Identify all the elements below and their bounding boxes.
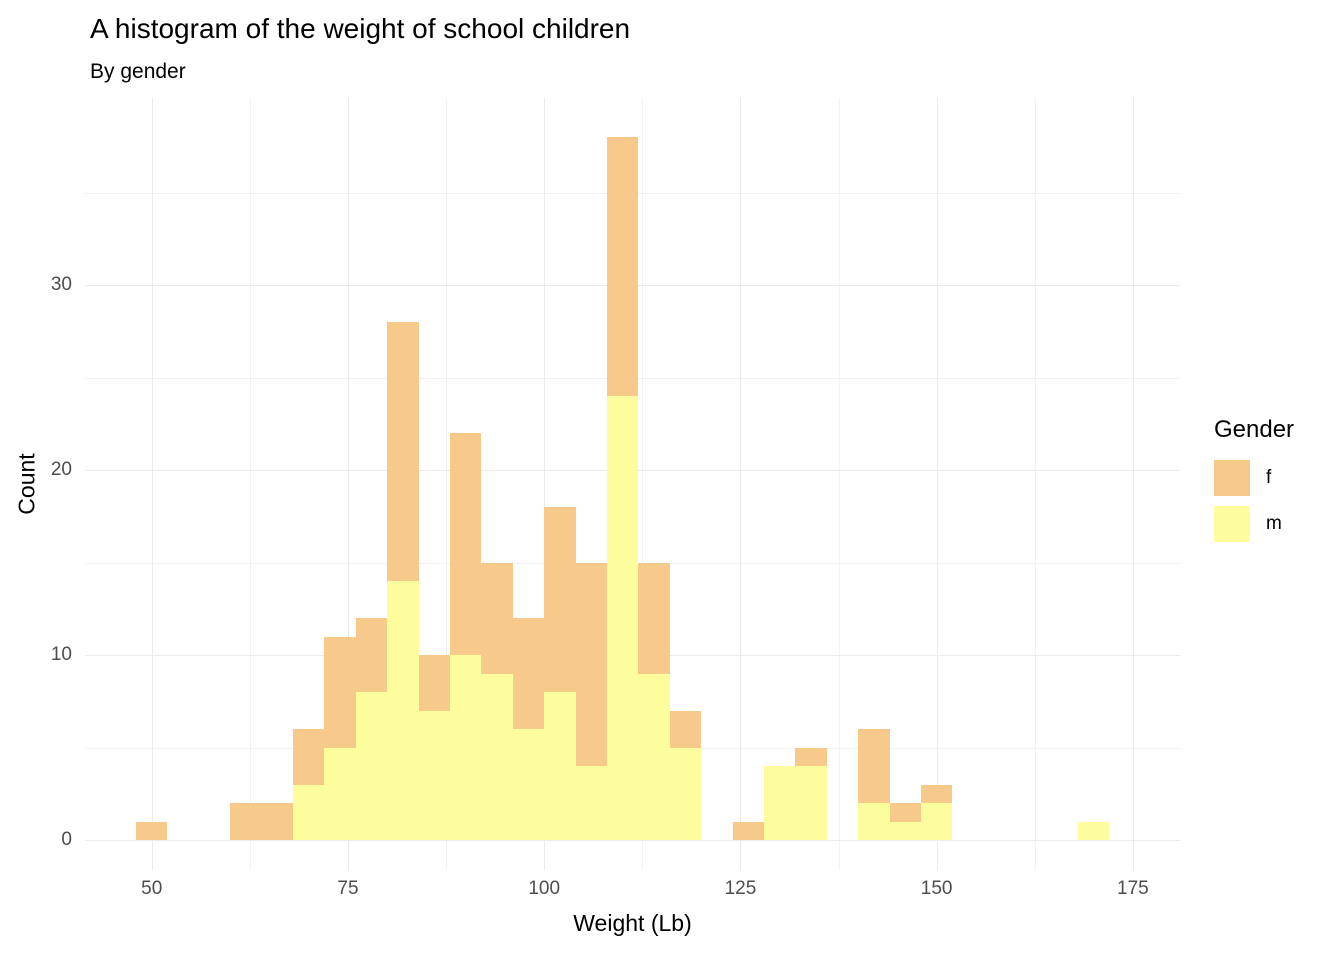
histogram-bar-f: [732, 821, 764, 840]
legend-label: m: [1266, 513, 1282, 534]
histogram-bar-m: [669, 747, 702, 840]
histogram-bar-f: [355, 618, 388, 692]
histogram-bar-m: [512, 729, 545, 840]
histogram-bar-m: [763, 766, 796, 840]
gridline-x-major: [347, 98, 349, 870]
histogram-bar-f: [293, 729, 325, 785]
histogram-bar-f: [136, 821, 168, 840]
histogram-bar-m: [544, 692, 576, 840]
x-tick-label: 175: [1117, 878, 1149, 899]
histogram-bar-f: [669, 710, 702, 748]
y-tick-label: 10: [50, 644, 72, 665]
gridline-x-minor: [838, 98, 840, 870]
plot-panel: [85, 98, 1180, 870]
histogram-bar-m: [889, 821, 921, 840]
histogram-bar-f: [795, 747, 827, 766]
chart-title: A histogram of the weight of school chil…: [90, 13, 631, 44]
histogram-bar-m: [638, 673, 670, 840]
legend-swatch-f: [1214, 460, 1250, 496]
y-tick-label: 30: [50, 274, 72, 295]
histogram-bar-m: [858, 803, 890, 840]
histogram-bar-m: [1077, 821, 1110, 840]
legend-item-f: f: [1214, 460, 1294, 496]
histogram-bar-f: [261, 803, 293, 840]
histogram-bar-m: [481, 673, 513, 840]
chart-subtitle: By gender: [90, 60, 186, 83]
histogram-bar-m: [920, 803, 953, 840]
x-tick-label: 100: [528, 878, 561, 899]
gridline-x-minor: [249, 98, 251, 870]
histogram-bar-m: [387, 581, 419, 840]
x-tick-label: 50: [141, 878, 163, 899]
legend-title: Gender: [1214, 416, 1295, 443]
gridline-x-minor: [446, 98, 448, 870]
x-tick-label: 75: [337, 878, 359, 899]
histogram-bar-f: [387, 322, 419, 581]
histogram-bar-f: [889, 803, 921, 822]
gridline-x-major: [740, 98, 742, 870]
x-tick-label: 150: [920, 878, 953, 899]
histogram-bar-m: [450, 655, 482, 840]
histogram-bar-f: [230, 803, 262, 840]
histogram-bar-f: [324, 636, 356, 748]
histogram-bar-m: [324, 747, 356, 840]
gridline-x-major: [1132, 98, 1134, 870]
y-tick-label: 20: [50, 459, 72, 480]
gridline-x-minor: [642, 98, 644, 870]
histogram-bar-m: [355, 692, 388, 840]
histogram-bar-f: [512, 618, 545, 729]
histogram-bar-f: [481, 562, 513, 674]
y-tick-label: 0: [61, 829, 72, 850]
histogram-bar-f: [638, 562, 670, 674]
histogram-bar-f: [858, 729, 890, 803]
legend-label: f: [1266, 467, 1272, 488]
x-tick-label: 125: [724, 878, 757, 899]
gridline-x-major: [936, 98, 938, 870]
histogram-bar-m: [606, 396, 639, 840]
legend-swatch-m: [1214, 506, 1250, 542]
x-axis-title: Weight (Lb): [573, 910, 692, 936]
legend-item-m: m: [1214, 506, 1294, 542]
histogram-bar-m: [795, 766, 827, 840]
histogram-bar-f: [575, 562, 607, 766]
histogram-bar-m: [293, 784, 325, 840]
gridline-x-major: [151, 98, 153, 870]
histogram-bar-m: [575, 766, 607, 840]
gridline-y-major: [85, 840, 1180, 841]
histogram-bar-f: [418, 655, 450, 711]
gridline-x-major: [544, 98, 546, 870]
gridline-x-minor: [1034, 98, 1036, 870]
histogram-bar-f: [606, 137, 639, 396]
histogram-bar-f: [544, 507, 576, 692]
histogram-bar-m: [418, 710, 450, 840]
histogram-bar-f: [920, 784, 953, 803]
histogram-bar-f: [450, 433, 482, 655]
